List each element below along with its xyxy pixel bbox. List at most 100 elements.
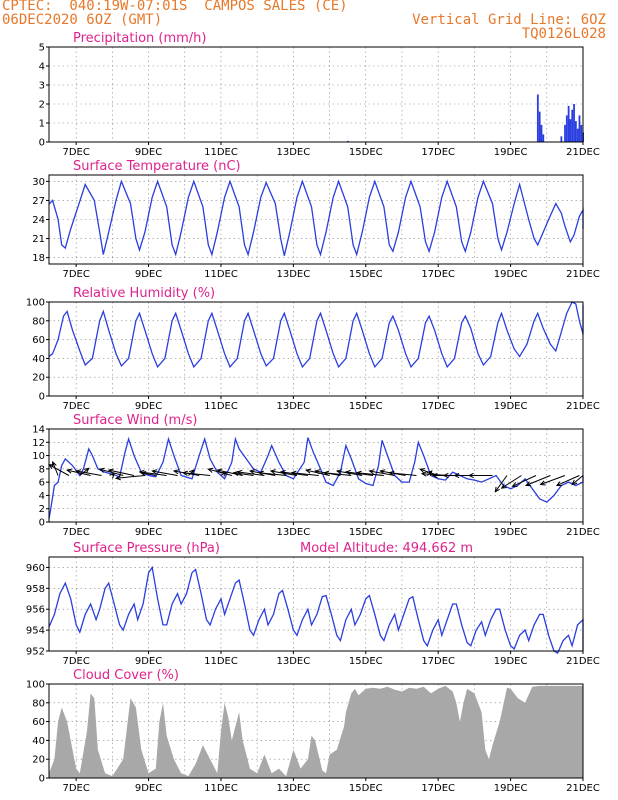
wind-arrow-head — [344, 469, 351, 476]
wind-arrow-head — [500, 483, 507, 489]
x-tick-label: 19DEC — [494, 401, 528, 412]
wind-arrow-head — [419, 468, 426, 474]
wind-arrow-shaft — [571, 475, 584, 485]
wind-arrow — [188, 469, 195, 476]
wind-arrow-shaft — [336, 470, 363, 476]
x-tick-label: 21DEC — [566, 527, 600, 538]
x-tick-label: 17DEC — [421, 527, 455, 538]
panel-title: Surface Temperature (nC) — [73, 159, 241, 174]
panel-0: Precipitation (mm/h) 0 1 2 3 4 5 7DEC 9DEC 11DEC 1… — [39, 31, 600, 158]
wind-arrow-shaft — [233, 472, 254, 476]
wind-arrow-head — [420, 471, 427, 477]
y-tick-label: 40 — [32, 736, 45, 747]
wind-arrow-shaft — [217, 469, 243, 476]
x-tick-label: 9DEC — [135, 401, 162, 412]
wind-arrow-shaft — [369, 470, 395, 476]
header-grid-info: Vertical Grid Line: 6OZ — [412, 12, 606, 28]
wind-arrow-shaft — [183, 472, 211, 476]
wind-arrow-head — [467, 472, 474, 479]
wind-arrow-shaft — [389, 472, 417, 476]
x-tick-label: 7DEC — [62, 656, 89, 667]
x-tick-label: 13DEC — [277, 783, 311, 794]
x-tick-label: 21DEC — [566, 401, 600, 412]
wind-arrow — [388, 470, 417, 476]
y-tick-label: 40 — [32, 354, 45, 365]
precip-bar — [564, 124, 566, 142]
x-tick-label: 13DEC — [277, 269, 311, 280]
y-tick-label: 956 — [26, 605, 45, 616]
y-tick-label: 30 — [32, 177, 45, 188]
y-tick-label: 958 — [26, 584, 45, 595]
wind-arrow-head — [571, 479, 578, 486]
x-tick-label: 9DEC — [135, 147, 162, 158]
y-tick-label: 0 — [39, 774, 45, 785]
x-tick-label: 13DEC — [277, 147, 311, 158]
precip-bar — [346, 140, 349, 142]
wind-arrow-head — [151, 469, 158, 475]
wind-arrow-shaft — [237, 471, 265, 476]
y-tick-label: 6 — [39, 478, 45, 489]
x-tick-label: 15DEC — [349, 527, 383, 538]
wind-arrow-head — [75, 469, 82, 475]
wind-arrow-shaft — [324, 472, 352, 476]
wind-arrow-shaft — [540, 475, 566, 485]
y-tick-label: 18 — [32, 253, 45, 264]
wind-arrow-shaft — [270, 470, 298, 476]
panel-title: Precipitation (mm/h) — [73, 31, 206, 46]
series-line — [48, 179, 584, 257]
y-tick-label: 14 — [32, 425, 45, 436]
wind-arrow-head — [388, 470, 395, 476]
x-tick-label: 11DEC — [204, 783, 238, 794]
y-tick-label: 27 — [32, 196, 45, 207]
wind-arrow-head — [257, 470, 264, 476]
series-line — [48, 436, 584, 519]
precip-bar — [569, 119, 572, 142]
wind-arrow — [494, 475, 508, 493]
wind-arrow-shaft — [501, 475, 522, 489]
x-tick-label: 19DEC — [494, 527, 528, 538]
wind-arrow-shaft — [52, 461, 59, 476]
precip-bar — [540, 124, 543, 142]
x-tick-label: 13DEC — [277, 527, 311, 538]
panel-title: Cloud Cover (%) — [73, 668, 179, 683]
series-line — [48, 301, 584, 369]
y-tick-label: 2 — [39, 100, 45, 111]
panel-5: Cloud Cover (%) 0 20 40 60 80 100 7DEC 9DEC 11DEC… — [26, 668, 600, 794]
y-tick-label: 960 — [26, 563, 45, 574]
wind-arrow — [279, 469, 308, 476]
precip-bar — [578, 115, 581, 142]
wind-arrow-head — [368, 469, 375, 475]
x-tick-label: 7DEC — [62, 401, 89, 412]
x-tick-label: 13DEC — [277, 401, 311, 412]
wind-arrow — [257, 470, 287, 476]
y-tick-label: 80 — [32, 698, 45, 709]
wind-arrow-head — [83, 467, 90, 474]
x-tick-label: 9DEC — [135, 656, 162, 667]
wind-arrow — [555, 475, 580, 487]
wind-arrow-head — [555, 481, 562, 487]
x-tick-label: 9DEC — [135, 269, 162, 280]
header-run-date: 06DEC2020 6OZ (GMT) — [2, 12, 163, 28]
precip-bar — [565, 115, 568, 142]
wind-arrow-head — [379, 469, 386, 475]
wind-arrow-head — [269, 469, 276, 475]
wind-arrow-shaft — [259, 472, 287, 476]
panel-title: Surface Pressure (hPa) — [73, 541, 220, 556]
precip-bar — [542, 134, 545, 142]
wind-arrow — [525, 475, 551, 487]
x-tick-label: 19DEC — [494, 783, 528, 794]
wind-arrow — [290, 470, 319, 476]
y-tick-label: 20 — [32, 373, 45, 384]
x-tick-label: 15DEC — [349, 656, 383, 667]
x-tick-label: 11DEC — [204, 401, 238, 412]
wind-arrow-shaft — [139, 471, 167, 476]
precip-bar — [574, 121, 577, 142]
x-tick-label: 11DEC — [204, 656, 238, 667]
wind-arrow-head — [172, 469, 180, 475]
cloud-area — [49, 685, 583, 778]
wind-arrow-shaft — [48, 464, 70, 476]
y-tick-label: 1 — [39, 119, 45, 130]
panel-2: Relative Humidity (%) 0 20 40 60 80 100 7DEC 9DE… — [26, 286, 600, 412]
x-tick-label: 7DEC — [62, 147, 89, 158]
wind-arrow-shaft — [188, 469, 195, 476]
